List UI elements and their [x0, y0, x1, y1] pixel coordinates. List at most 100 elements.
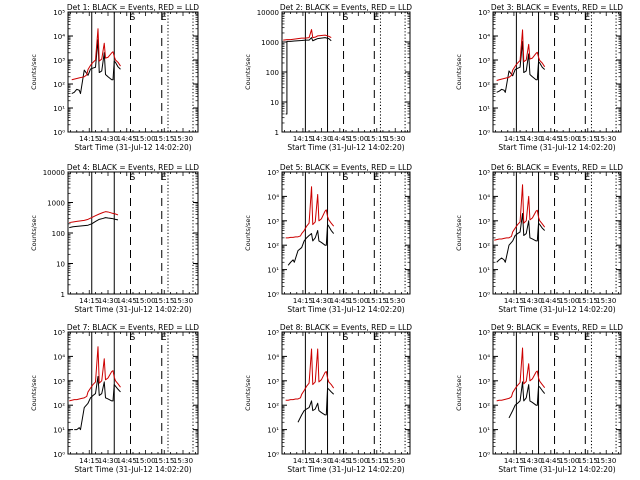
- x-tick-label: 14:45: [330, 457, 350, 465]
- x-tick-label: 14:30: [98, 135, 118, 143]
- y-tick-label: 10⁰: [53, 451, 65, 459]
- x-tick-label: 14:30: [522, 135, 542, 143]
- y-tick-label: 10¹: [53, 427, 65, 435]
- marker-label: S: [343, 173, 349, 183]
- marker-label: E: [373, 13, 379, 23]
- panel-title: Det 9: BLACK = Events, RED = LLD: [491, 323, 623, 332]
- x-tick-label: 14:15: [293, 297, 313, 305]
- marker-label: E: [373, 333, 379, 343]
- panel-title: Det 8: BLACK = Events, RED = LLD: [280, 323, 412, 332]
- y-tick-label: 10¹: [267, 267, 279, 275]
- y-tick-label: 10⁰: [478, 129, 490, 137]
- marker-label: S: [554, 173, 560, 183]
- x-tick-label: 15:15: [367, 457, 387, 465]
- series-line-events: [496, 212, 546, 263]
- x-tick-label: 15:00: [559, 297, 579, 305]
- series-line-lld: [285, 186, 335, 239]
- y-tick-label: 10¹: [478, 105, 490, 113]
- series-line-lld: [496, 347, 546, 402]
- x-tick-label: 15:00: [135, 297, 155, 305]
- x-axis-label: Start Time (31-Jul-12 14:02:20): [287, 143, 404, 152]
- y-tick-label: 10²: [478, 402, 490, 410]
- y-tick-label: 10⁰: [267, 451, 279, 459]
- x-tick-label: 15:00: [135, 457, 155, 465]
- y-tick-label: 10²: [267, 402, 279, 410]
- y-tick-label: 10²: [478, 81, 490, 89]
- x-tick-label: 14:15: [79, 297, 99, 305]
- marker-label: E: [584, 333, 590, 343]
- series-line-events: [508, 381, 546, 419]
- x-tick-label: 14:30: [522, 297, 542, 305]
- x-tick-label: 14:30: [311, 297, 331, 305]
- x-axis-label: Start Time (31-Jul-12 14:02:20): [498, 143, 615, 152]
- marker-label: S: [130, 333, 136, 343]
- y-tick-label: 10⁵: [267, 329, 279, 337]
- marker-label: E: [584, 173, 590, 183]
- panel-title: Det 6: BLACK = Events, RED = LLD: [491, 163, 623, 172]
- y-axis-label: Counts/sec: [244, 54, 252, 90]
- x-tick-label: 15:15: [367, 297, 387, 305]
- y-tick-label: 10¹: [53, 105, 65, 113]
- y-tick-label: 10⁰: [267, 291, 279, 299]
- x-tick-label: 15:15: [578, 297, 598, 305]
- y-tick-label: 10²: [53, 81, 65, 89]
- series-line-lld: [71, 28, 121, 81]
- marker-label: S: [343, 333, 349, 343]
- x-tick-label: 14:45: [541, 135, 561, 143]
- y-axis-label: Counts/sec: [455, 215, 463, 251]
- plot-frame: [281, 11, 411, 133]
- x-tick-label: 15:30: [385, 135, 405, 143]
- y-tick-label: 10⁴: [478, 193, 490, 201]
- y-tick-label: 10²: [53, 402, 65, 410]
- series-line-lld: [69, 346, 121, 402]
- x-tick-label: 15:15: [154, 457, 174, 465]
- y-tick-label: 10³: [478, 378, 490, 386]
- x-tick-label: 15:30: [596, 457, 616, 465]
- x-tick-label: 14:45: [330, 297, 350, 305]
- x-tick-label: 15:00: [135, 135, 155, 143]
- x-axis-label: Start Time (31-Jul-12 14:02:20): [287, 305, 404, 314]
- x-axis-label: Start Time (31-Jul-12 14:02:20): [74, 305, 191, 314]
- x-tick-label: 15:30: [173, 135, 193, 143]
- x-tick-label: 14:15: [79, 457, 99, 465]
- y-axis-label: Counts/sec: [455, 54, 463, 90]
- plot-frame: [281, 331, 411, 455]
- marker-label: S: [343, 13, 349, 23]
- panel-det-6: 10⁰10¹10²10³10⁴10⁵14:1514:3014:4515:0015…: [455, 163, 623, 314]
- panel-det-7: 10⁰10¹10²10³10⁴10⁵14:1514:3014:4515:0015…: [30, 323, 199, 474]
- panel-det-3: 10⁰10¹10²10³10⁴10⁵14:1514:3014:4515:0015…: [455, 3, 623, 152]
- panel-det-5: 10⁰10¹10²10³10⁴10⁵14:1514:3014:4515:0015…: [244, 163, 412, 314]
- panel-title: Det 3: BLACK = Events, RED = LLD: [491, 3, 623, 12]
- series-line-lld: [494, 184, 546, 241]
- marker-label: S: [554, 333, 560, 343]
- x-tick-label: 15:15: [154, 297, 174, 305]
- y-tick-label: 10⁰: [478, 291, 490, 299]
- y-tick-label: 10⁴: [53, 33, 65, 41]
- marker-label: E: [161, 333, 167, 343]
- marker-label: S: [130, 13, 136, 23]
- y-tick-label: 10⁵: [267, 169, 279, 177]
- y-tick-label: 10³: [478, 218, 490, 226]
- x-tick-label: 14:45: [117, 297, 137, 305]
- x-tick-label: 14:15: [293, 135, 313, 143]
- y-axis-label: Counts/sec: [455, 375, 463, 411]
- y-tick-label: 10⁵: [478, 169, 490, 177]
- x-tick-label: 15:15: [367, 135, 387, 143]
- marker-label: E: [161, 173, 167, 183]
- y-tick-label: 10: [270, 99, 279, 107]
- x-tick-label: 14:15: [504, 297, 524, 305]
- x-tick-label: 14:15: [504, 457, 524, 465]
- y-tick-label: 10¹: [478, 427, 490, 435]
- panel-title: Det 7: BLACK = Events, RED = LLD: [67, 323, 199, 332]
- plot-frame: [67, 171, 199, 295]
- series-line-lld: [496, 29, 546, 81]
- y-axis-label: Counts/sec: [30, 375, 38, 411]
- y-tick-label: 1: [275, 129, 279, 137]
- x-tick-label: 14:45: [117, 457, 137, 465]
- y-tick-label: 10²: [478, 242, 490, 250]
- series-line-events: [297, 387, 335, 423]
- panel-title: Det 1: BLACK = Events, RED = LLD: [67, 3, 199, 12]
- y-tick-label: 100: [52, 230, 65, 238]
- x-tick-label: 14:15: [293, 457, 313, 465]
